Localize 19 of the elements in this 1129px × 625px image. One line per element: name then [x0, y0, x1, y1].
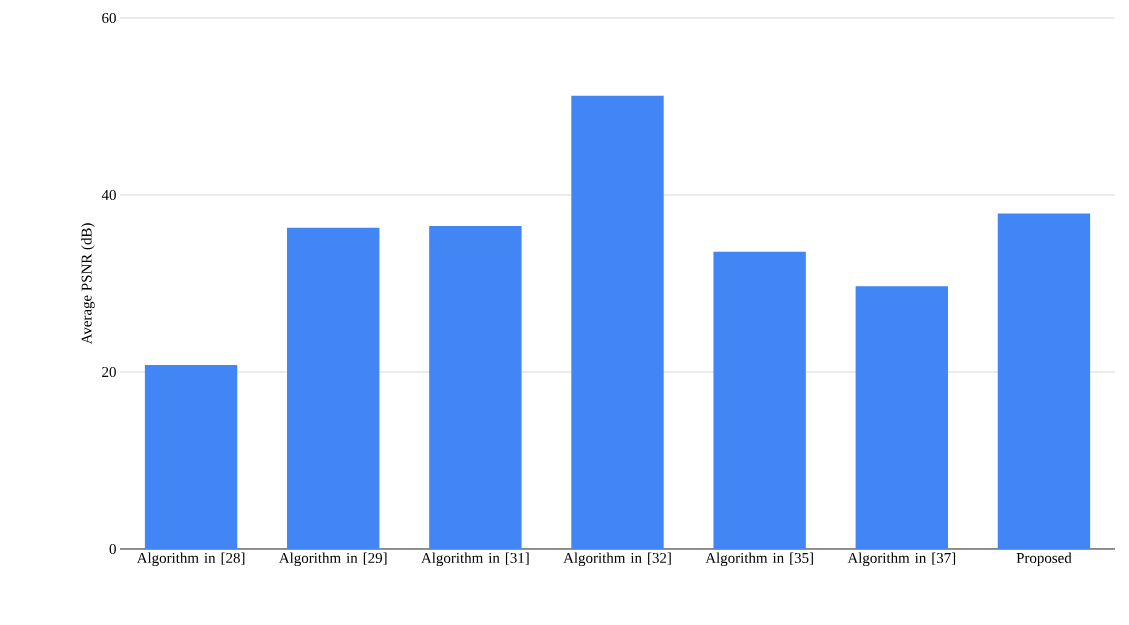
bar [855, 286, 948, 549]
x-tick-label: Algorithm in [31] [421, 552, 529, 567]
x-tick-label: Algorithm in [29] [278, 552, 387, 567]
x-tick-label: Proposed [1016, 552, 1072, 567]
bar [997, 213, 1091, 549]
x-tick-label: Algorithm in [28] [136, 552, 245, 567]
x-tick-label: Algorithm in [32] [563, 552, 671, 567]
bar [571, 95, 664, 549]
bar [287, 227, 380, 549]
bar [713, 251, 806, 549]
y-tick-label: 20 [102, 366, 116, 378]
bar [429, 225, 522, 549]
x-tick-label: Algorithm in [37] [847, 552, 956, 567]
y-tick-label: 60 [102, 12, 116, 24]
y-axis-title: Average PSNR (dB) [81, 223, 95, 345]
y-tick-label: 0 [109, 543, 116, 555]
y-tick-label: 40 [101, 189, 116, 201]
x-tick-label: Algorithm in [35] [705, 552, 813, 567]
bar [144, 364, 238, 549]
